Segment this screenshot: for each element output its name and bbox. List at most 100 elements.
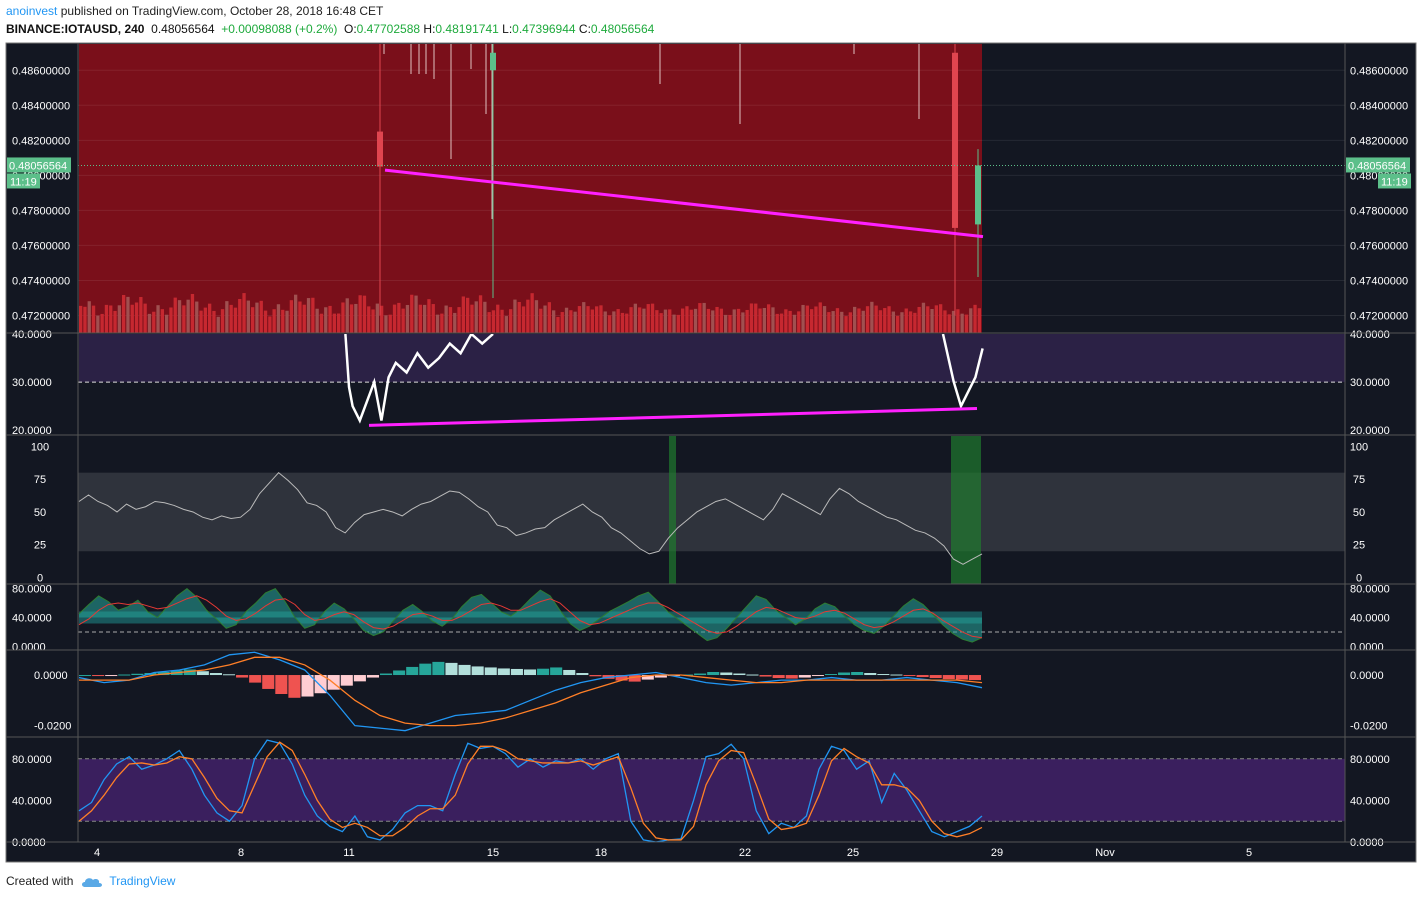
histogram-pane-5 bbox=[78, 651, 983, 732]
histogram-bar bbox=[209, 673, 222, 676]
volume-bar bbox=[775, 313, 779, 333]
price-pane bbox=[78, 44, 1345, 333]
histogram-bar bbox=[903, 675, 916, 677]
volume-bar bbox=[259, 300, 263, 333]
close-label: C: bbox=[578, 22, 591, 36]
volume-bar bbox=[908, 311, 913, 333]
volume-bar bbox=[152, 311, 156, 333]
pane6-band bbox=[79, 758, 1345, 822]
volume-bar bbox=[642, 308, 646, 333]
volume-bar bbox=[220, 309, 225, 333]
line-pane-6 bbox=[78, 739, 1345, 842]
close-value: 0.48056564 bbox=[590, 22, 655, 36]
histogram-bar bbox=[537, 668, 550, 676]
pane6-series-a bbox=[78, 739, 983, 842]
volume-bar bbox=[504, 316, 508, 333]
x-axis-label: 4 bbox=[94, 847, 100, 859]
volume-bar bbox=[883, 308, 887, 333]
price-tick-left: 0.47200000 bbox=[12, 310, 70, 322]
price-tag-right-bg bbox=[1346, 157, 1410, 173]
volume-bar bbox=[934, 305, 938, 333]
line-pane-2 bbox=[78, 334, 1345, 427]
volume-bar bbox=[324, 307, 328, 333]
high-value: 0.48191741 bbox=[435, 22, 499, 36]
pane4-area bbox=[79, 588, 982, 643]
volume-bar bbox=[79, 305, 83, 333]
volume-bar bbox=[595, 306, 599, 333]
histogram-bar bbox=[654, 675, 667, 678]
chart-canvas[interactable]: 0.48600000 0.48600000 0.48400000 0.48400000… bbox=[0, 0, 1421, 870]
volume-bar bbox=[728, 314, 732, 333]
volume-bar bbox=[900, 312, 904, 333]
volume-bar bbox=[603, 311, 607, 333]
x-axis-label: 18 bbox=[595, 847, 607, 859]
volume-bar bbox=[951, 310, 956, 333]
volume-bar bbox=[410, 294, 414, 333]
volume-bar bbox=[655, 310, 659, 333]
volume-bar bbox=[212, 310, 216, 333]
volume-bar bbox=[646, 304, 650, 333]
price-tick-left: 0.47600000 bbox=[12, 240, 70, 252]
pane3-tick-left: 0 bbox=[37, 572, 43, 584]
volume-bar bbox=[405, 304, 410, 333]
histogram-bar bbox=[497, 668, 510, 676]
price-tag-left-timer-bg bbox=[7, 173, 40, 189]
volume-bar bbox=[251, 307, 255, 333]
volume-bar bbox=[956, 309, 960, 333]
pane2-line-b bbox=[941, 334, 984, 410]
pane6-tick-left: 80.0000 bbox=[12, 754, 52, 766]
histogram-bar bbox=[550, 667, 563, 676]
volume-bar bbox=[517, 301, 521, 333]
volume-bar bbox=[569, 310, 573, 333]
pane3-line bbox=[78, 471, 983, 565]
volume-bar bbox=[281, 309, 285, 333]
volume-bar bbox=[814, 306, 818, 333]
volume-bar bbox=[921, 302, 926, 333]
histogram-bar bbox=[720, 672, 733, 676]
histogram-bar bbox=[183, 669, 196, 676]
volume-bar bbox=[526, 299, 530, 333]
price-tick-right: 0.47600000 bbox=[1350, 240, 1408, 252]
volume-bar bbox=[831, 311, 835, 333]
volume-bar bbox=[853, 306, 857, 333]
volume-bar bbox=[109, 305, 113, 333]
price-tag-right-timer-bg bbox=[1378, 173, 1411, 189]
volume-bar bbox=[577, 306, 582, 333]
volume-bar bbox=[306, 298, 311, 333]
author-link[interactable]: anoinvest bbox=[6, 4, 58, 18]
histogram-bar bbox=[79, 675, 92, 677]
volume-bar bbox=[724, 314, 728, 333]
volume-bar bbox=[289, 300, 293, 333]
pane5-tick-left: 0.0000 bbox=[34, 670, 68, 682]
volume-bar bbox=[633, 303, 637, 333]
countdown-timer: 11:19 bbox=[1381, 176, 1408, 188]
volume-bar bbox=[349, 304, 354, 333]
tradingview-link[interactable]: TradingView bbox=[109, 874, 176, 888]
volume-bar bbox=[758, 308, 762, 333]
open-value: 0.47702588 bbox=[356, 22, 421, 36]
price-shaded-zone bbox=[79, 44, 982, 333]
histogram-bar bbox=[576, 673, 589, 676]
volume-bar bbox=[896, 315, 900, 333]
volume-bar bbox=[801, 304, 805, 333]
pane3-tick-left: 50 bbox=[34, 507, 46, 519]
volume-bar bbox=[792, 314, 797, 333]
pane2-tick-left: 40.0000 bbox=[12, 329, 52, 341]
price-tick-right: 0.47800000 bbox=[1350, 205, 1408, 217]
tradingview-cloud-icon bbox=[82, 878, 103, 887]
volume-bar bbox=[233, 307, 238, 333]
histogram-bar bbox=[366, 675, 379, 678]
volume-bar bbox=[741, 312, 745, 333]
last-price: 0.48056564 bbox=[151, 22, 215, 36]
pane3-tick-right: 100 bbox=[1350, 441, 1368, 453]
histogram-bar bbox=[916, 675, 929, 678]
volume-bar bbox=[547, 302, 551, 333]
volume-bar bbox=[435, 314, 440, 333]
volume-bar bbox=[134, 302, 139, 333]
volume-bar bbox=[341, 302, 345, 333]
histogram-bar bbox=[929, 675, 942, 679]
volume-bar bbox=[612, 311, 616, 333]
volume-bar bbox=[939, 304, 943, 333]
histogram-bar bbox=[785, 675, 798, 679]
low-label: L: bbox=[502, 22, 513, 36]
